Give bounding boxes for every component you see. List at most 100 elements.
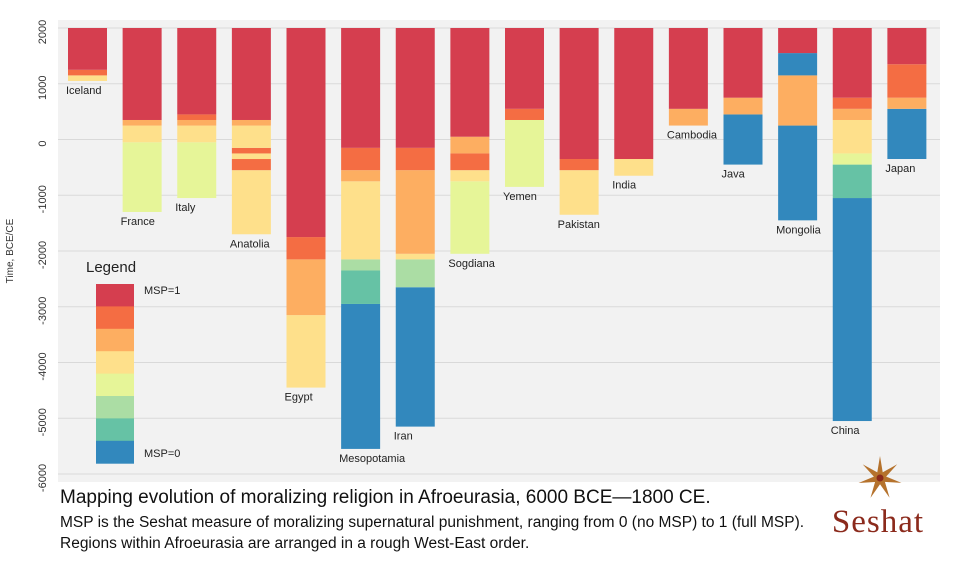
bar-segment [177, 28, 217, 115]
bar-segment [559, 159, 599, 171]
region-bar-anatolia: Anatolia [230, 28, 271, 250]
region-bar-italy: Italy [175, 28, 217, 214]
logo-text: Seshat [831, 504, 925, 540]
legend: Legend MSP=1 MSP=0 [86, 259, 180, 464]
region-bar-sogdiana: Sogdiana [448, 28, 496, 270]
bar-segment [122, 142, 162, 212]
legend-title: Legend [86, 259, 136, 276]
y-tick-label: -1000 [37, 185, 49, 213]
bar-segment [231, 159, 271, 171]
bar-segment [450, 170, 490, 182]
region-bar-mongolia: Mongolia [776, 28, 822, 236]
bar-segment [668, 108, 708, 126]
bar-segment [505, 108, 544, 120]
region-bar-mesopotamia: Mesopotamia [339, 28, 406, 465]
region-bar-egypt: Egypt [285, 28, 326, 404]
legend-top-label: MSP=1 [144, 285, 180, 297]
bar-segment [341, 259, 381, 271]
bar-segment [450, 28, 490, 137]
region-bar-iran: Iran [394, 28, 435, 443]
y-tick-label: -2000 [37, 241, 49, 269]
y-tick-label: -6000 [37, 464, 49, 492]
bar-segment [505, 28, 544, 109]
caption-title: Mapping evolution of moralizing religion… [60, 487, 711, 508]
bar-segment [68, 69, 107, 76]
bar-segment [68, 28, 107, 70]
bar-segment [832, 108, 872, 120]
bar-segment [832, 164, 872, 199]
legend-swatch [96, 440, 134, 464]
bar-segment [341, 303, 381, 449]
y-axis-label: Time, BCE/CE [5, 218, 16, 283]
legend-swatch [96, 328, 134, 352]
y-tick-label: 1000 [37, 76, 49, 100]
bar-segment [177, 119, 217, 126]
legend-swatch [96, 396, 134, 419]
legend-swatches [96, 284, 134, 464]
legend-swatch [96, 418, 134, 442]
region-bar-iceland: Iceland [66, 28, 107, 97]
region-bar-japan: Japan [885, 28, 927, 175]
bar-segment [832, 153, 872, 165]
y-tick-label: -3000 [37, 297, 49, 325]
y-tick-label: 0 [37, 140, 49, 146]
region-label: Sogdiana [448, 258, 495, 270]
caption-subtitle: MSP is the Seshat measure of moralizing … [60, 514, 805, 552]
region-bar-china: China [831, 28, 872, 437]
bar-segment [723, 28, 763, 98]
bar-segment [395, 253, 435, 260]
region-label: Mongolia [776, 224, 822, 236]
region-label: Egypt [285, 392, 313, 404]
bar-segment [395, 28, 435, 148]
bar-segment [723, 114, 763, 165]
bar-segment [832, 28, 872, 98]
bar-segment [122, 28, 162, 120]
bar-segment [341, 170, 381, 182]
bar-segment [450, 153, 490, 171]
region-label: France [121, 216, 155, 228]
bar-segment [614, 159, 654, 176]
bar-segment [231, 153, 271, 160]
region-label: Iran [394, 431, 413, 443]
region-bar-france: France [121, 28, 162, 228]
region-label: Anatolia [230, 238, 271, 250]
bar-segment [341, 147, 381, 171]
bar-segment [286, 315, 326, 388]
bar-segment [341, 270, 381, 304]
legend-swatch [96, 351, 134, 375]
bar-segment [887, 64, 927, 98]
bar-segment [559, 28, 599, 160]
bar-segment [231, 125, 271, 148]
region-label: Iceland [66, 85, 101, 97]
bar-segment [286, 28, 326, 238]
y-tick-label: 2000 [37, 20, 49, 44]
bar-segment [122, 125, 162, 143]
region-label: Japan [885, 163, 915, 175]
region-bar-cambodia: Cambodia [667, 28, 718, 142]
caption: Mapping evolution of moralizing religion… [60, 486, 850, 554]
bar-segment [505, 119, 544, 187]
bar-segment [887, 28, 927, 65]
region-bar-yemen: Yemen [503, 28, 544, 203]
region-label: Java [722, 169, 746, 181]
legend-swatch [96, 306, 134, 330]
bar-segment [177, 142, 217, 199]
bar-segment [832, 198, 872, 422]
region-label: Yemen [503, 191, 537, 203]
bar-segment [177, 125, 217, 143]
region-label: Cambodia [667, 130, 718, 142]
bar-segment [778, 75, 818, 126]
region-bar-java: Java [722, 28, 763, 181]
bar-segment [668, 28, 708, 109]
y-tick-label: -5000 [37, 408, 49, 436]
bar-segment [231, 119, 271, 126]
region-label: India [612, 180, 637, 192]
bar-segment [395, 170, 435, 254]
region-bar-pakistan: Pakistan [558, 28, 600, 231]
bar-segment [450, 136, 490, 154]
legend-bottom-label: MSP=0 [144, 448, 180, 460]
region-label: Mesopotamia [339, 453, 406, 465]
y-axis: 2000 1000 0 -1000 -2000 -3000 -4000 -5000 -6000 [37, 20, 49, 492]
legend-swatch [96, 373, 134, 397]
